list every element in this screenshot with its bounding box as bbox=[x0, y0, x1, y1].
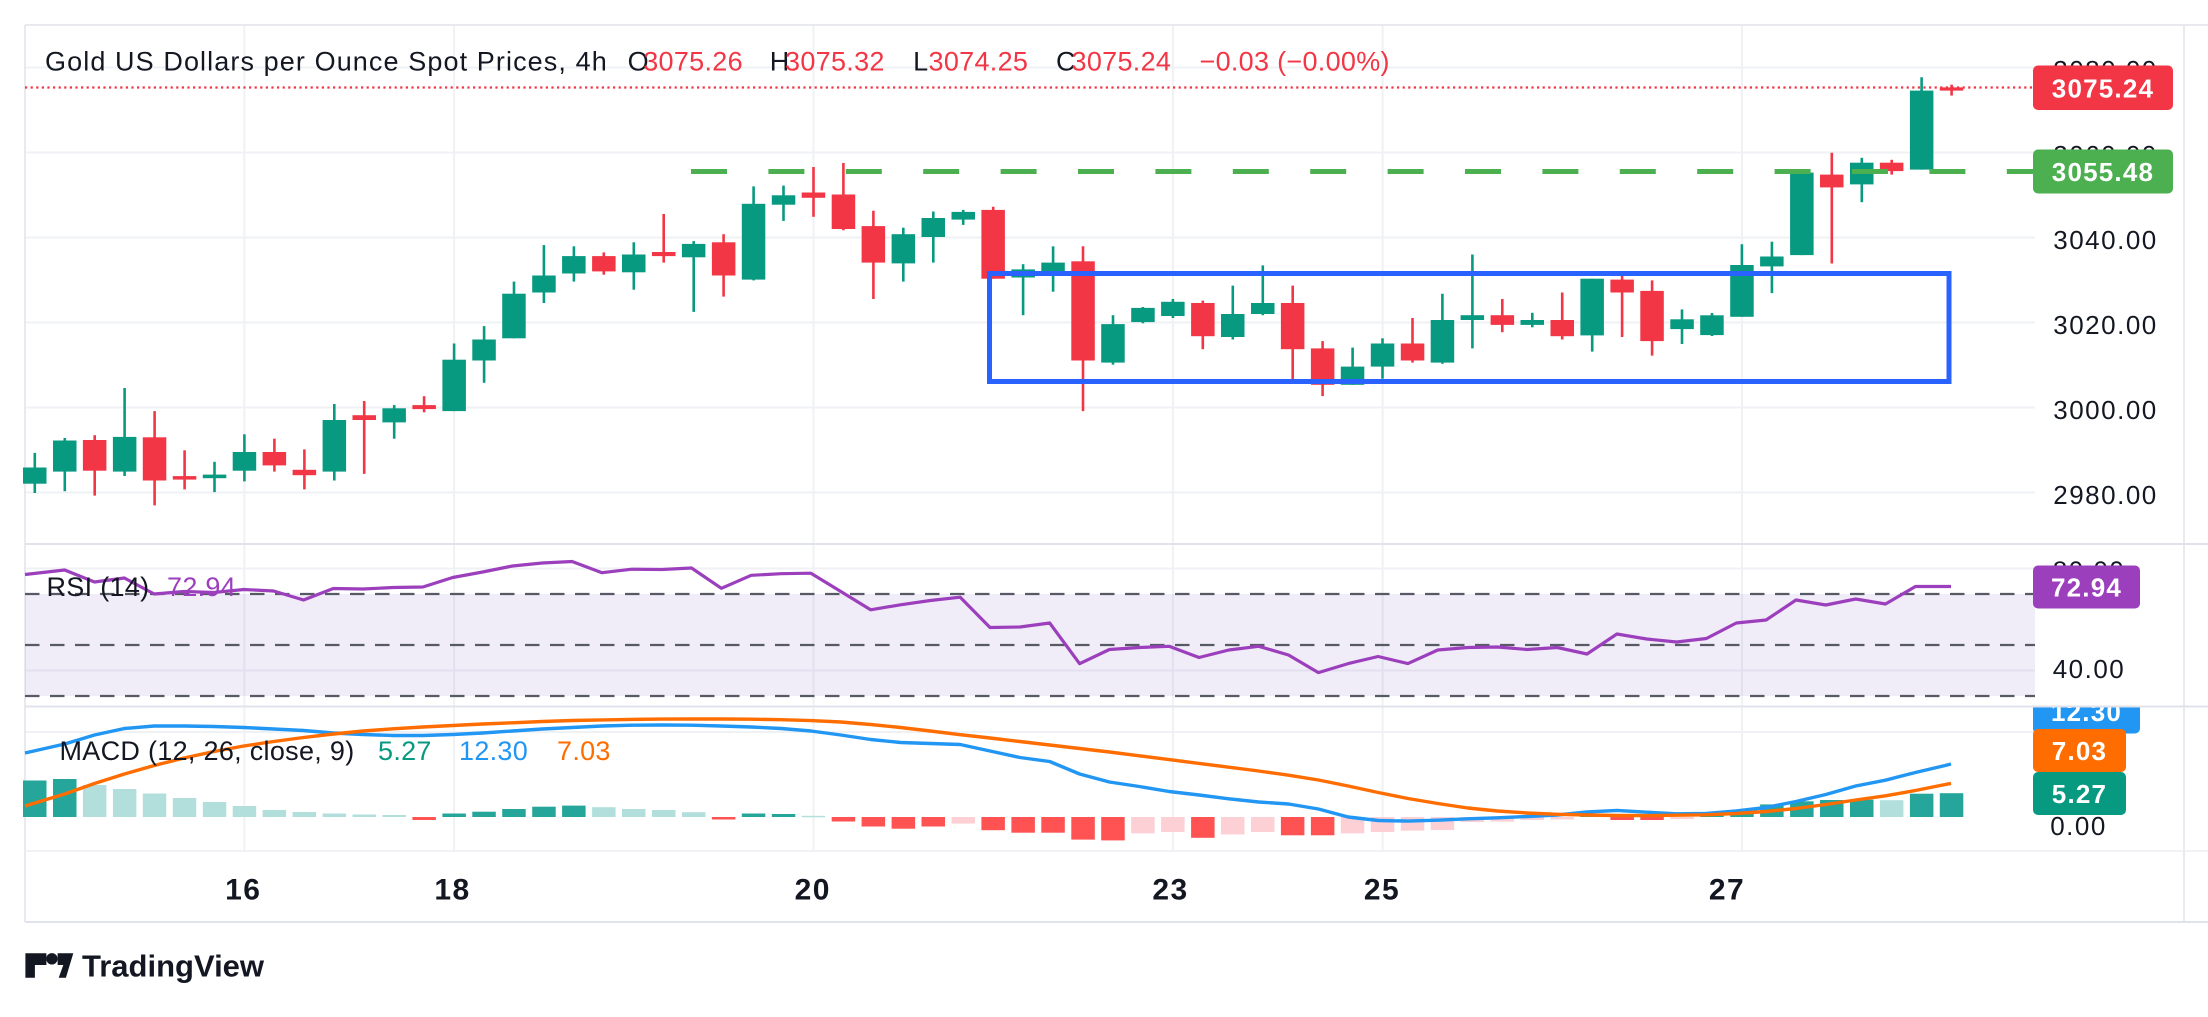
svg-text:TradingView: TradingView bbox=[82, 949, 265, 984]
svg-text:O: O bbox=[628, 47, 649, 77]
svg-text:C: C bbox=[1056, 47, 1076, 77]
svg-text:18: 18 bbox=[434, 874, 470, 907]
svg-text:2980.00: 2980.00 bbox=[2053, 480, 2157, 510]
svg-text:12.30: 12.30 bbox=[2051, 697, 2122, 727]
svg-text:RSI (14): RSI (14) bbox=[47, 572, 150, 602]
svg-text:12.30: 12.30 bbox=[459, 736, 528, 766]
svg-text:25: 25 bbox=[1364, 874, 1400, 907]
svg-text:3040.00: 3040.00 bbox=[2053, 225, 2157, 255]
svg-text:Gold US Dollars per Ounce Spot: Gold US Dollars per Ounce Spot Prices, 4… bbox=[45, 47, 608, 77]
svg-text:3075.24: 3075.24 bbox=[2052, 73, 2154, 103]
svg-text:5.27: 5.27 bbox=[378, 736, 432, 766]
svg-text:40.00: 40.00 bbox=[2053, 654, 2126, 684]
svg-text:H: H bbox=[770, 47, 790, 77]
svg-text:27: 27 bbox=[1709, 874, 1745, 907]
svg-text:0.00: 0.00 bbox=[2050, 811, 2107, 841]
svg-text:20: 20 bbox=[795, 874, 831, 907]
svg-text:72.94: 72.94 bbox=[2051, 573, 2122, 603]
svg-text:3020.00: 3020.00 bbox=[2053, 310, 2157, 340]
svg-text:MACD (12, 26, close, 9): MACD (12, 26, close, 9) bbox=[60, 736, 355, 766]
svg-text:5.27: 5.27 bbox=[2052, 779, 2107, 809]
svg-text:L: L bbox=[913, 47, 928, 77]
svg-text:72.94: 72.94 bbox=[167, 572, 236, 602]
svg-text:3074.25: 3074.25 bbox=[929, 47, 1029, 77]
svg-text:7.03: 7.03 bbox=[2052, 736, 2107, 766]
svg-text:7.03: 7.03 bbox=[557, 736, 611, 766]
svg-text:3000.00: 3000.00 bbox=[2053, 395, 2157, 425]
svg-text:3075.32: 3075.32 bbox=[785, 47, 885, 77]
svg-text:3055.48: 3055.48 bbox=[2052, 157, 2154, 187]
svg-text:3075.26: 3075.26 bbox=[643, 47, 743, 77]
svg-text:23: 23 bbox=[1152, 874, 1188, 907]
svg-text:3075.24: 3075.24 bbox=[1072, 47, 1172, 77]
svg-text:16: 16 bbox=[225, 874, 261, 907]
svg-text:−0.03 (−0.00%): −0.03 (−0.00%) bbox=[1200, 47, 1390, 77]
